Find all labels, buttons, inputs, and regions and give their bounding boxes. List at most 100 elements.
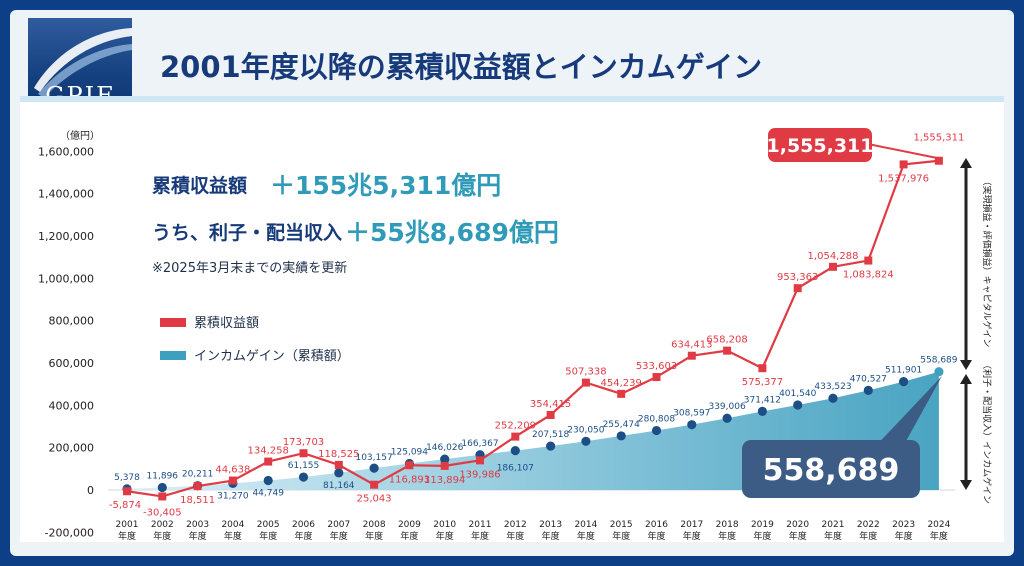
cumulative-point — [617, 389, 626, 398]
income-data-label: 371,412 — [744, 395, 781, 405]
x-tick-label: 2020 — [786, 520, 809, 530]
cumulative-data-label: 1,537,976 — [878, 173, 929, 184]
cumulative-data-label: 18,511 — [180, 495, 215, 506]
income-callout-box — [742, 440, 920, 498]
x-tick-label: 2002 — [151, 520, 174, 530]
cumulative-point — [264, 457, 273, 466]
cumulative-data-label: 139,986 — [459, 469, 500, 480]
income-point — [263, 475, 273, 486]
y-tick-label: 1,200,000 — [38, 230, 94, 243]
cumulative-point — [228, 476, 237, 485]
y-unit-label: （億円） — [60, 129, 100, 142]
cumulative-point — [440, 461, 449, 470]
income-point — [899, 377, 909, 387]
income-point — [616, 431, 626, 441]
x-tick-suffix: 年度 — [506, 530, 524, 542]
x-tick-suffix: 年度 — [577, 530, 595, 542]
x-tick-label: 2024 — [927, 520, 950, 530]
cumulative-data-label: 173,703 — [283, 437, 324, 448]
legend-swatch-income — [160, 351, 186, 360]
x-tick-suffix: 年度 — [294, 530, 312, 542]
income-point — [581, 436, 591, 446]
x-tick-suffix: 年度 — [542, 530, 560, 542]
x-tick-label: 2021 — [822, 520, 845, 530]
cumulative-data-label: 354,415 — [530, 399, 571, 410]
y-tick-label: -200,000 — [45, 526, 94, 539]
y-tick-label: 0 — [87, 484, 94, 497]
income-point — [298, 472, 309, 482]
income-data-label: 433,523 — [814, 382, 851, 392]
cumulative-point — [829, 262, 837, 271]
x-tick-label: 2005 — [257, 520, 280, 530]
income-point — [828, 393, 838, 403]
cumulative-data-label: 953,363 — [777, 272, 818, 283]
x-tick-suffix: 年度 — [647, 530, 665, 542]
cumulative-point — [687, 351, 696, 360]
x-tick-label: 2001 — [116, 520, 139, 530]
cumulative-data-label: 507,338 — [565, 367, 606, 378]
data-labels-layer: -5,874-30,40518,51144,638134,258173,7031… — [109, 133, 964, 519]
cumulative-data-label: 575,377 — [742, 377, 783, 388]
x-tick-label: 2004 — [221, 520, 244, 530]
cumulative-data-label: 25,043 — [357, 494, 392, 505]
cumulative-data-label: 533,603 — [636, 361, 677, 372]
y-tick-label: 400,000 — [49, 399, 95, 412]
income-data-label: 470,527 — [850, 374, 887, 384]
income-point — [722, 413, 732, 423]
cumulative-data-label: 252,209 — [495, 421, 536, 432]
x-tick-label: 2013 — [539, 520, 562, 530]
cumulative-point — [723, 346, 732, 355]
y-axis: -200,000 0 200,000 400,000 600,000 800,000 1,0… — [38, 145, 955, 539]
income-area — [127, 371, 939, 490]
cumulative-data-label: 44,638 — [215, 465, 250, 476]
income-area-layer — [127, 371, 939, 490]
x-tick-suffix: 年度 — [753, 530, 771, 542]
cumulative-point — [476, 456, 484, 465]
income-gain-bracket-bottom-arrow — [960, 480, 972, 490]
cumulative-point — [864, 256, 873, 265]
cumulative-point — [934, 156, 943, 165]
income-data-label: 186,107 — [497, 464, 534, 474]
x-tick-label: 2016 — [645, 520, 668, 530]
x-tick-suffix: 年度 — [400, 530, 418, 542]
income-data-label: 103,157 — [355, 453, 392, 463]
cumulative-point — [370, 480, 379, 489]
cumulative-data-label: 118,525 — [318, 449, 359, 460]
x-tick-label: 2011 — [469, 520, 492, 530]
summary-income-label: うち、利子・配当収入 — [152, 221, 342, 244]
x-tick-label: 2010 — [433, 520, 456, 530]
y-tick-label: 200,000 — [49, 442, 95, 455]
income-point — [546, 441, 556, 451]
x-tick-label: 2018 — [716, 520, 739, 530]
income-data-label: 166,367 — [461, 439, 498, 449]
summary-note: ※2025年3月末までの実績を更新 — [152, 260, 347, 276]
cumulative-data-label: -30,405 — [143, 507, 182, 518]
income-gain-bracket-top-arrow — [960, 374, 972, 384]
x-tick-suffix: 年度 — [365, 530, 383, 542]
income-point — [687, 420, 697, 430]
income-point — [793, 400, 803, 410]
x-tick-label: 2023 — [892, 520, 915, 530]
x-tick-suffix: 年度 — [330, 530, 348, 542]
x-tick-label: 2003 — [186, 520, 209, 530]
x-tick-suffix: 年度 — [718, 530, 736, 542]
x-tick-suffix: 年度 — [612, 530, 630, 542]
income-data-label: 31,270 — [217, 491, 249, 501]
cumulative-point — [193, 482, 202, 491]
x-tick-suffix: 年度 — [824, 530, 842, 542]
income-data-label: 61,155 — [288, 461, 320, 471]
income-data-label: 125,094 — [391, 448, 428, 458]
cumulative-point — [123, 487, 131, 496]
x-tick-suffix: 年度 — [789, 530, 807, 542]
income-point — [651, 425, 662, 436]
cumulative-point — [546, 410, 555, 419]
income-callout-pointer — [870, 376, 942, 452]
income-point — [440, 454, 450, 464]
cumulative-callout-pointer — [867, 143, 943, 160]
income-data-label: 44,749 — [252, 489, 284, 499]
x-tick-label: 2014 — [574, 520, 597, 530]
x-tick-label: 2022 — [857, 520, 880, 530]
x-tick-label: 2019 — [751, 520, 774, 530]
x-tick-label: 2015 — [610, 520, 633, 530]
income-data-label: 207,518 — [532, 430, 569, 440]
